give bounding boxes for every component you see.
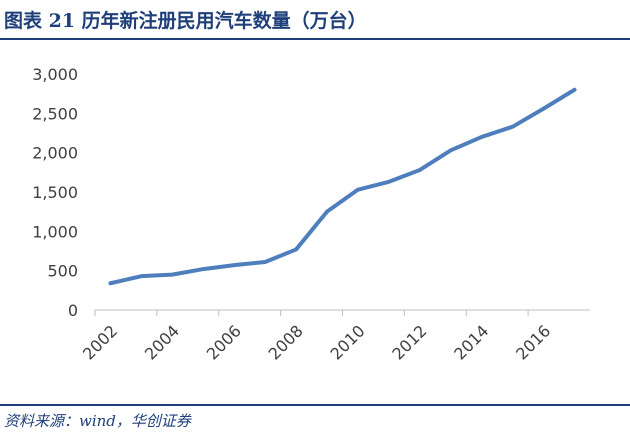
x-tick-label: 2006 bbox=[203, 321, 245, 363]
x-tick-label: 2008 bbox=[265, 321, 307, 363]
source-note: 资料来源：wind，华创证券 bbox=[4, 412, 191, 430]
series-line bbox=[108, 87, 577, 286]
y-tick-label: 1,000 bbox=[32, 222, 78, 241]
y-tick-label: 3,000 bbox=[32, 65, 78, 84]
title-divider bbox=[0, 38, 630, 40]
x-tick-label: 2010 bbox=[326, 321, 368, 363]
chart-area: 0 500 1,000 1,500 2,000 2,500 3,000 2002 2004 200… bbox=[0, 40, 630, 400]
x-tick-label: 2014 bbox=[450, 321, 492, 363]
x-tick-label: 2016 bbox=[512, 321, 554, 363]
x-tick-label: 2002 bbox=[79, 321, 121, 363]
x-tick-label: 2012 bbox=[388, 321, 430, 363]
y-tick-label: 500 bbox=[47, 262, 78, 281]
y-tick-label: 0 bbox=[68, 301, 78, 320]
title-bar: 图表 21 历年新注册民用汽车数量（万台） bbox=[0, 0, 630, 40]
y-tick-label: 2,500 bbox=[32, 104, 78, 123]
line-chart: 0 500 1,000 1,500 2,000 2,500 3,000 2002 2004 200… bbox=[32, 65, 590, 364]
y-tick-label: 2,000 bbox=[32, 144, 78, 163]
y-tick-label: 1,500 bbox=[32, 183, 78, 202]
footer-divider bbox=[0, 404, 630, 406]
x-tick-label: 2004 bbox=[141, 321, 183, 363]
chart-title: 图表 21 历年新注册民用汽车数量（万台） bbox=[4, 10, 367, 32]
